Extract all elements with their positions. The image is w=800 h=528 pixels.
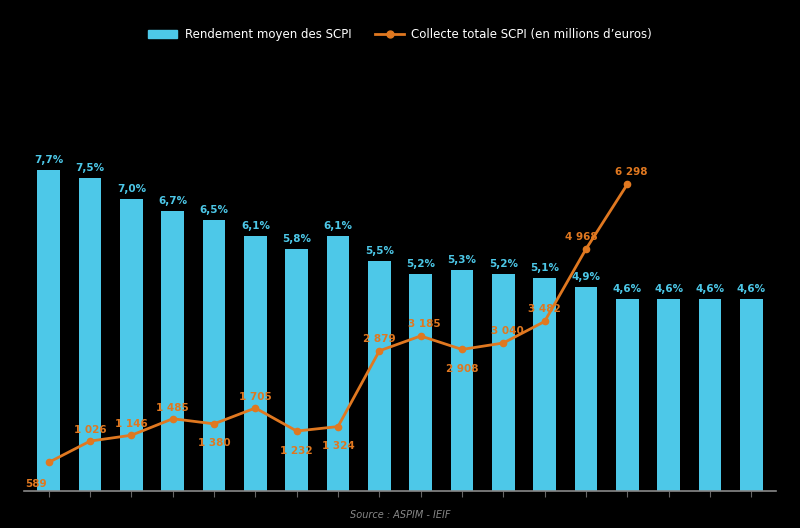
Text: 1 146: 1 146: [115, 419, 148, 429]
Text: 6,5%: 6,5%: [199, 205, 229, 215]
Text: 1 380: 1 380: [198, 438, 230, 448]
Text: 7,5%: 7,5%: [75, 163, 105, 173]
Bar: [740, 299, 762, 491]
Bar: [410, 274, 432, 491]
Text: 5,3%: 5,3%: [447, 255, 477, 265]
Text: 2 908: 2 908: [446, 364, 478, 374]
Legend: Rendement moyen des SCPI, Collecte totale SCPI (en millions d’euros): Rendement moyen des SCPI, Collecte total…: [143, 24, 657, 46]
Text: 7,7%: 7,7%: [34, 155, 63, 165]
Text: 4,6%: 4,6%: [695, 284, 725, 294]
Text: 6 298: 6 298: [615, 167, 648, 177]
Text: 3 482: 3 482: [528, 304, 561, 314]
Text: 5,2%: 5,2%: [406, 259, 435, 269]
Bar: [286, 249, 308, 491]
Text: 1 026: 1 026: [74, 425, 106, 435]
Bar: [368, 261, 390, 491]
Bar: [616, 299, 638, 491]
Bar: [698, 299, 722, 491]
Bar: [450, 270, 474, 491]
Text: 1 705: 1 705: [239, 392, 272, 402]
Bar: [492, 274, 514, 491]
Text: 5,8%: 5,8%: [282, 234, 311, 244]
Text: 2 879: 2 879: [363, 334, 396, 344]
Text: 1 232: 1 232: [280, 446, 313, 456]
Bar: [326, 237, 350, 491]
Text: 3 040: 3 040: [491, 326, 524, 336]
Text: 5,2%: 5,2%: [489, 259, 518, 269]
Text: 6,1%: 6,1%: [323, 221, 353, 231]
Text: 4,6%: 4,6%: [737, 284, 766, 294]
Text: 4,9%: 4,9%: [571, 271, 601, 281]
Text: 4,6%: 4,6%: [613, 284, 642, 294]
Text: 589: 589: [26, 479, 47, 489]
Text: 5,1%: 5,1%: [530, 263, 559, 273]
Bar: [78, 178, 102, 491]
Bar: [120, 199, 142, 491]
Text: 3 185: 3 185: [409, 318, 441, 328]
Text: 1 485: 1 485: [156, 403, 189, 413]
Bar: [244, 237, 266, 491]
Text: 6,1%: 6,1%: [241, 221, 270, 231]
Bar: [202, 220, 226, 491]
Text: 7,0%: 7,0%: [117, 184, 146, 194]
Text: 1 324: 1 324: [322, 441, 354, 451]
Text: 4,6%: 4,6%: [654, 284, 683, 294]
Bar: [658, 299, 680, 491]
Text: 4 968: 4 968: [566, 232, 598, 242]
Text: 5,5%: 5,5%: [365, 247, 394, 257]
Bar: [534, 278, 556, 491]
Bar: [38, 169, 60, 491]
Bar: [574, 287, 598, 491]
Text: 6,7%: 6,7%: [158, 196, 187, 206]
Text: Source : ASPIM - IEIF: Source : ASPIM - IEIF: [350, 510, 450, 520]
Bar: [162, 211, 184, 491]
